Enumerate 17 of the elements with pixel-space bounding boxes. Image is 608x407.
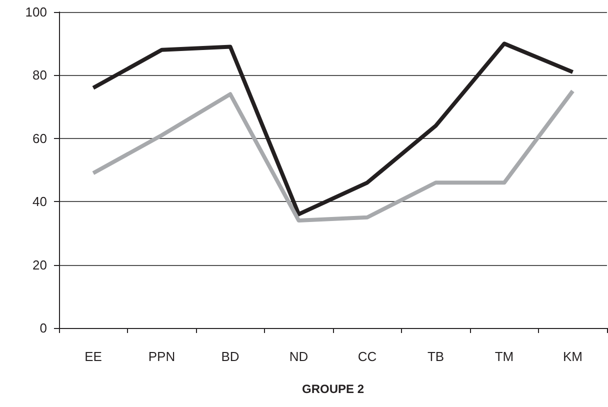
x-axis-title: GROUPE 2 (302, 382, 364, 396)
y-tick-label: 40 (32, 194, 47, 210)
x-tick-label: TM (494, 349, 514, 364)
y-tick-label: 100 (25, 4, 47, 20)
x-tick-label: PPN (148, 349, 176, 364)
y-tick-label: 80 (32, 68, 47, 83)
y-tick-label: 60 (32, 130, 47, 146)
x-tick-label: BD (221, 349, 240, 364)
x-tick-label: ND (289, 349, 308, 364)
y-tick-label: 20 (32, 257, 47, 272)
line-series (91, 89, 575, 223)
x-tick-label: EE (84, 349, 102, 364)
x-tick-label: TB (427, 349, 444, 364)
x-tick-label: CC (358, 349, 377, 364)
line-series (91, 42, 575, 216)
y-tick-label: 0 (40, 320, 47, 336)
x-tick-label: KM (563, 349, 582, 364)
